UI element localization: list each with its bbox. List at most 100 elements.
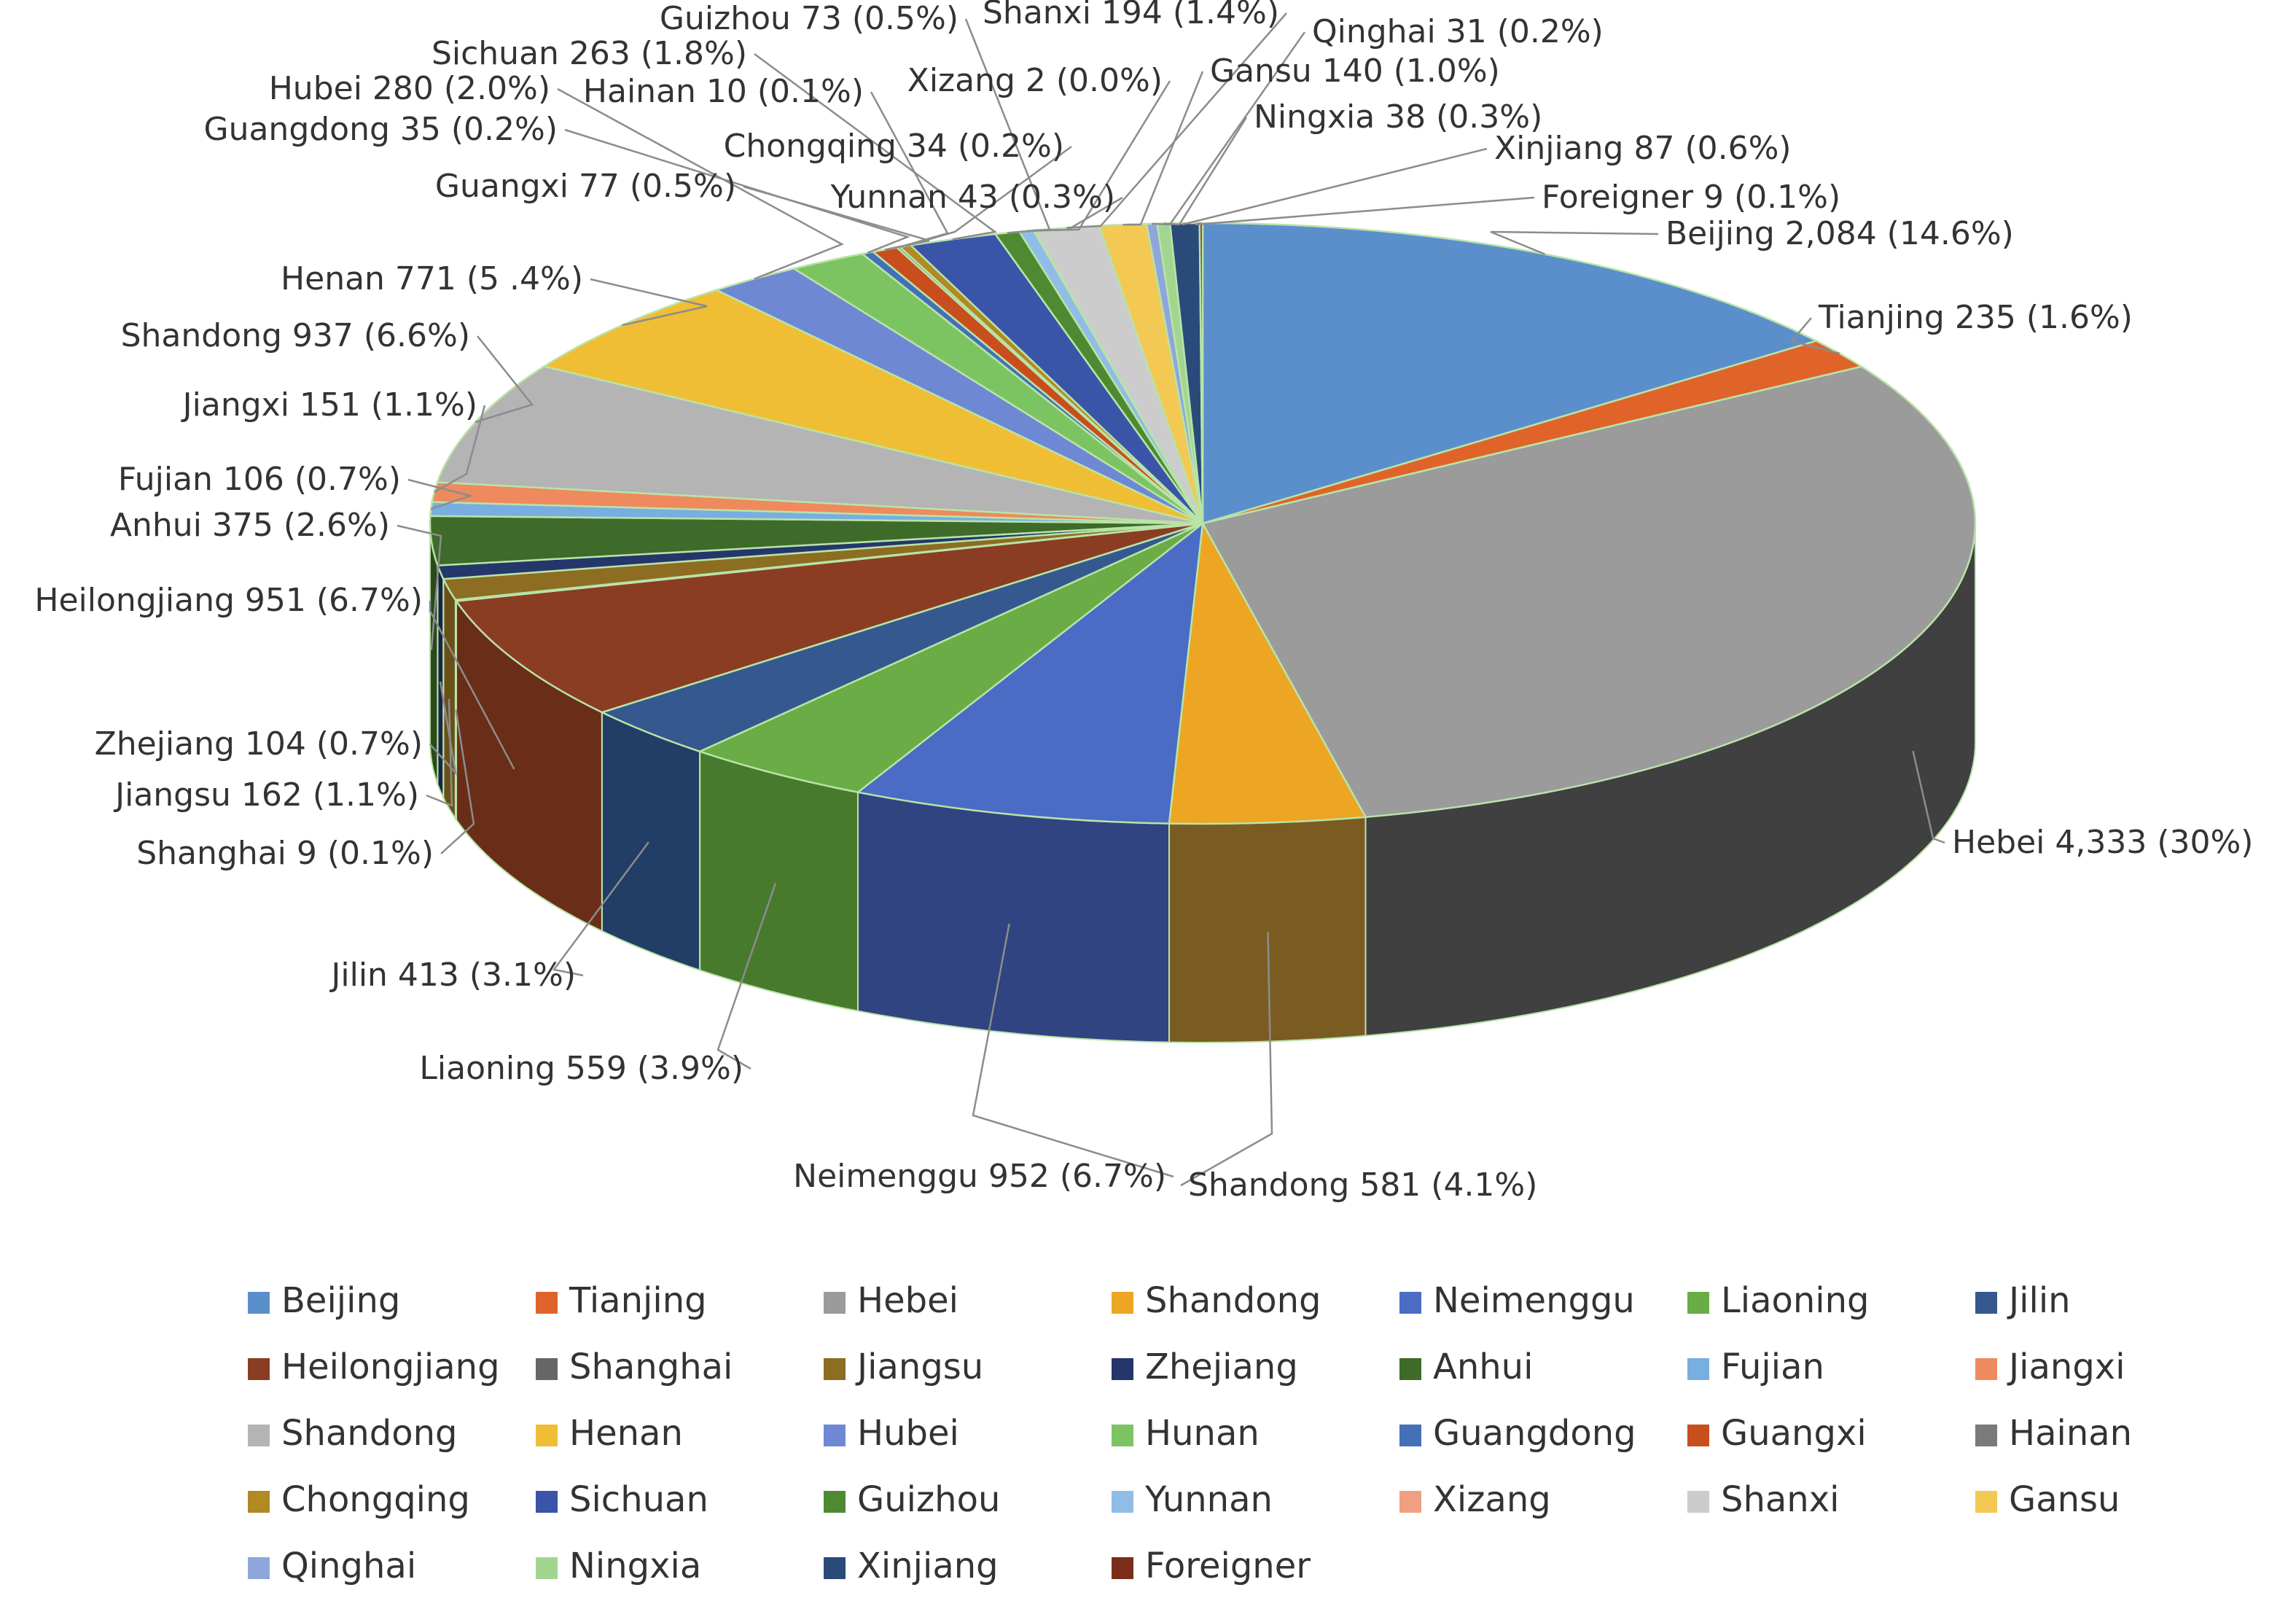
leader-line-henan-15 [590,278,708,327]
leader-line-shandong-14 [475,335,534,424]
legend-swatch [824,1557,846,1579]
legend-swatch [1112,1292,1133,1314]
leader-line-xizang-25 [1034,80,1171,232]
legend-swatch [824,1292,846,1314]
legend-item-shandong-3: Shandong [1112,1280,1321,1321]
legend-swatch [1112,1491,1133,1513]
legend-item-guizhou-23: Guizhou [824,1479,1000,1520]
pie-slice-hebei-2 [1201,365,1977,819]
legend-label: Qinghai [281,1546,416,1586]
legend-swatch [1975,1425,1997,1446]
leader-line-chongqing-21 [905,145,1072,247]
legend-label: Yunnan [1144,1479,1273,1520]
legend-label: Guangxi [1721,1413,1867,1454]
pie-sides [429,523,1976,1044]
pie-slice-liaoning-5 [697,522,1203,794]
legend-swatch [1687,1425,1709,1446]
legend-swatch [824,1358,846,1380]
legend-item-foreigner-31: Foreigner [1112,1546,1311,1586]
slice-label-guizhou-23: Guizhou 73 (0.5%) [660,0,958,37]
legend-label: Beijing [281,1280,400,1321]
legend-swatch [1399,1491,1421,1513]
legend-swatch [1399,1425,1421,1446]
legend-label: Hunan [1145,1413,1260,1454]
legend-swatch [824,1425,846,1446]
legend: Beijing Tianjing Hebei Shandong Neimenggu Lia… [248,1280,2132,1586]
slice-label-neimenggu-4: Neimenggu 952 (6.7%) [793,1158,1166,1195]
legend-item-shanxi-26: Shanxi [1687,1479,1839,1520]
pie-slice-henan-15 [542,289,1203,525]
legend-item-guangdong-18: Guangdong [1399,1413,1636,1454]
legend-swatch [248,1292,270,1314]
leader-line-heilongjiang-7 [429,601,515,770]
legend-label: Heilongjiang [281,1347,500,1387]
legend-swatch [248,1491,270,1513]
leader-line-hebei-2 [1912,750,1945,844]
slice-label-shandong-14: Shandong 937 (6.6%) [121,317,470,354]
leader-line-neimenggu-4 [972,923,1174,1178]
slice-label-beijing-0: Beijing 2,084 (14.6%) [1666,215,2014,252]
legend-label: Henan [569,1413,683,1454]
legend-label: Shanxi [1721,1479,1839,1520]
legend-swatch [1975,1292,1997,1314]
legend-item-yunnan-24: Yunnan [1112,1479,1273,1520]
slice-label-ningxia-29: Ningxia 38 (0.3%) [1254,98,1542,136]
slice-label-liaoning-5: Liaoning 559 (3.9%) [419,1050,743,1087]
legend-label: Jiangxi [2007,1347,2125,1387]
legend-swatch [248,1557,270,1579]
legend-label: Hubei [857,1413,959,1454]
legend-item-henan-15: Henan [536,1413,683,1454]
slice-label-anhui-11: Anhui 375 (2.6%) [110,507,390,544]
legend-label: Hebei [857,1280,958,1321]
slice-label-yunnan-24: Yunnan 43 (0.3%) [830,179,1115,216]
legend-label: Sichuan [569,1479,708,1520]
legend-label: Foreigner [1145,1546,1311,1586]
legend-item-jiangxi-13: Jiangxi [1975,1347,2125,1387]
legend-label: Gansu [2009,1479,2120,1520]
legend-item-jilin-6: Jilin [1975,1280,2071,1321]
slice-label-zhejiang-10: Zhejiang 104 (0.7%) [95,725,423,763]
slice-label-gansu-27: Gansu 140 (1.0%) [1210,52,1500,90]
slice-label-guangxi-19: Guangxi 77 (0.5%) [435,168,736,205]
legend-swatch [1399,1292,1421,1314]
pie-slices [429,222,1977,825]
legend-item-hunan-17: Hunan [1112,1413,1260,1454]
legend-label: Shandong [281,1413,457,1454]
legend-item-xinjiang-30: Xinjiang [824,1546,999,1586]
leader-line-hubei-16 [557,87,844,280]
pie-slice-neimenggu-4 [856,521,1204,825]
legend-item-neimenggu-4: Neimenggu [1399,1280,1635,1321]
legend-label: Fujian [1721,1347,1824,1387]
legend-item-gansu-27: Gansu [1975,1479,2120,1520]
pie-side-zhejiang-10 [437,565,445,798]
legend-swatch [1112,1425,1133,1446]
leader-line-sichuan-22 [754,52,998,241]
legend-swatch [536,1425,558,1446]
legend-swatch [1687,1358,1709,1380]
legend-label: Hainan [2009,1413,2132,1454]
legend-swatch [1687,1292,1709,1314]
legend-label: Shanghai [569,1347,733,1387]
legend-swatch [1687,1491,1709,1513]
legend-item-xizang-25: Xizang [1399,1479,1551,1520]
slice-label-chongqing-21: Chongqing 34 (0.2%) [724,128,1064,165]
legend-item-anhui-11: Anhui [1399,1347,1533,1387]
legend-label: Tianjing [569,1280,707,1321]
legend-swatch [824,1491,846,1513]
legend-label: Jiangsu [855,1347,983,1387]
leader-line-shanxi-26 [1066,12,1287,229]
leader-line-foreigner-31 [1195,196,1535,226]
leader-line-shanghai-8 [440,709,475,854]
legend-item-shanghai-8: Shanghai [536,1347,733,1387]
legend-label: Guangdong [1433,1413,1636,1454]
leader-line-ningxia-29 [1163,117,1248,226]
pie-side-shandong-3 [1168,816,1367,1044]
slice-label-guangdong-18: Guangdong 35 (0.2%) [203,111,558,148]
legend-swatch [1975,1358,1997,1380]
slice-label-jiangsu-9: Jiangsu 162 (1.1%) [113,776,419,814]
slice-label-jilin-6: Jilin 413 (3.1%) [329,956,576,994]
legend-label: Guizhou [857,1479,1000,1520]
legend-swatch [536,1491,558,1513]
legend-label: Shandong [1145,1280,1321,1321]
